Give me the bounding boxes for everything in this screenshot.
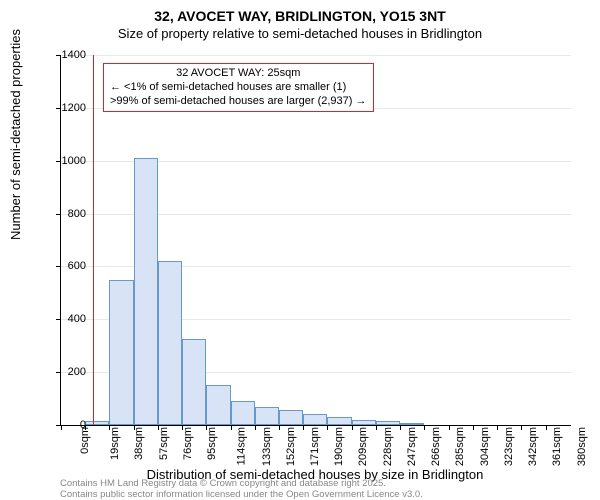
- histogram-bar: [231, 401, 255, 425]
- xtick-mark: [521, 425, 522, 430]
- chart-subtitle: Size of property relative to semi-detach…: [0, 26, 600, 41]
- xtick-label: 209sqm: [358, 427, 370, 466]
- xtick-label: 95sqm: [206, 427, 218, 460]
- histogram-bar: [352, 420, 376, 425]
- xtick-label: 266sqm: [430, 427, 442, 466]
- xtick-label: 76sqm: [182, 427, 194, 460]
- annotation-line-2: ← <1% of semi-detached houses are smalle…: [110, 81, 367, 95]
- xtick-mark: [449, 425, 450, 430]
- xtick-label: 114sqm: [236, 427, 248, 465]
- histogram-bar: [327, 417, 351, 425]
- histogram-bar: [182, 339, 206, 425]
- footnote: Contains HM Land Registry data © Crown c…: [60, 479, 423, 500]
- xtick-label: 19sqm: [109, 427, 121, 460]
- ytick-label: 400: [46, 313, 86, 325]
- xtick-mark: [497, 425, 498, 430]
- xtick-mark: [303, 425, 304, 430]
- histogram-bar: [134, 158, 158, 425]
- xtick-mark: [424, 425, 425, 430]
- histogram-bar: [109, 280, 133, 425]
- ytick-label: 800: [46, 208, 86, 220]
- xtick-label: 285sqm: [455, 427, 467, 466]
- histogram-bar: [376, 421, 400, 425]
- histogram-bar: [158, 261, 182, 425]
- xtick-mark: [376, 425, 377, 430]
- ytick-label: 200: [46, 366, 86, 378]
- xtick-mark: [255, 425, 256, 430]
- xtick-mark: [231, 425, 232, 430]
- histogram-chart: 32, AVOCET WAY, BRIDLINGTON, YO15 3NT Si…: [0, 0, 600, 500]
- chart-title: 32, AVOCET WAY, BRIDLINGTON, YO15 3NT: [0, 0, 600, 24]
- annotation-line-3: >99% of semi-detached houses are larger …: [110, 95, 367, 109]
- ytick-label: 1200: [46, 102, 86, 114]
- xtick-label: 133sqm: [261, 427, 273, 466]
- xtick-label: 304sqm: [479, 427, 491, 466]
- xtick-mark: [109, 425, 110, 430]
- xtick-mark: [206, 425, 207, 430]
- plot-area: 0sqm19sqm38sqm57sqm76sqm95sqm114sqm133sq…: [60, 55, 571, 426]
- histogram-bar: [255, 407, 279, 426]
- xtick-mark: [279, 425, 280, 430]
- xtick-mark: [327, 425, 328, 430]
- footnote-line-1: Contains HM Land Registry data © Crown c…: [60, 479, 423, 489]
- xtick-mark: [352, 425, 353, 430]
- xtick-label: 380sqm: [576, 427, 588, 466]
- histogram-bar: [400, 423, 424, 425]
- xtick-mark: [546, 425, 547, 430]
- xtick-mark: [134, 425, 135, 430]
- xtick-mark: [182, 425, 183, 430]
- xtick-label: 171sqm: [309, 427, 321, 466]
- ytick-label: 0: [46, 419, 86, 431]
- footnote-line-2: Contains public sector information licen…: [60, 490, 423, 500]
- annotation-line-1: 32 AVOCET WAY: 25sqm: [110, 67, 367, 81]
- xtick-label: 190sqm: [333, 427, 345, 466]
- xtick-mark: [158, 425, 159, 430]
- xtick-mark: [400, 425, 401, 430]
- reference-line: [93, 55, 94, 425]
- histogram-bar: [279, 410, 303, 425]
- xtick-label: 0sqm: [79, 427, 91, 454]
- histogram-bar: [303, 414, 327, 425]
- xtick-label: 152sqm: [285, 427, 297, 466]
- xtick-label: 57sqm: [158, 427, 170, 460]
- xtick-label: 323sqm: [503, 427, 515, 466]
- histogram-bar: [85, 421, 109, 425]
- gridline: [61, 55, 571, 56]
- annotation-box: 32 AVOCET WAY: 25sqm← <1% of semi-detach…: [103, 63, 374, 112]
- ytick-label: 600: [46, 260, 86, 272]
- ytick-label: 1000: [46, 155, 86, 167]
- y-axis-label: Number of semi-detached properties: [8, 29, 23, 240]
- histogram-bar: [206, 385, 230, 425]
- xtick-label: 38sqm: [133, 427, 145, 460]
- xtick-label: 228sqm: [382, 427, 394, 466]
- xtick-label: 247sqm: [406, 427, 418, 466]
- ytick-label: 1400: [46, 49, 86, 61]
- xtick-mark: [473, 425, 474, 430]
- xtick-label: 361sqm: [551, 427, 563, 466]
- xtick-label: 342sqm: [527, 427, 539, 466]
